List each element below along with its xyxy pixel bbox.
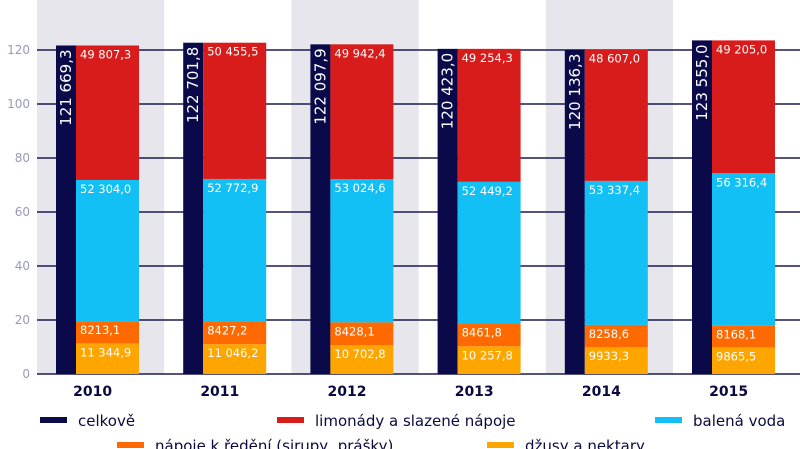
bar-segment [76,45,139,180]
segment-label: 52 449,2 [462,184,513,198]
segment-label: 8258,6 [589,327,629,341]
bar-segment [330,322,394,346]
bar-total [310,44,331,375]
x-tick-label: 2013 [455,384,494,400]
y-tick-label: 80 [15,151,30,165]
bar-segment [457,48,521,182]
legend-label: džusy a nektary [525,437,645,449]
bar-segment [584,49,648,181]
segment-label: 53 024,6 [334,181,385,195]
bar-segment [584,347,648,374]
bar-segment [76,179,139,322]
segment-label: 53 337,4 [589,183,640,197]
segment-label: 11 344,9 [80,345,131,359]
bar-total [56,45,76,374]
legend-label: nápoje k ředění (sirupy, prášky) [155,437,393,449]
segment-label: 49 205,0 [716,42,767,56]
bar-segment [584,324,648,348]
segment-label: 49 807,3 [80,47,131,61]
legend-label: celkově [78,412,135,430]
bar-segment [712,40,775,174]
total-label: 122 701,8 [184,47,202,123]
bar-segment [203,42,267,179]
bar-total [183,42,204,374]
bar-segment [203,344,267,374]
bar-segment [330,44,394,180]
y-tick-label: 20 [15,313,30,327]
y-tick-label: 120 [7,43,30,57]
y-tick-label: 40 [15,259,30,273]
segment-label: 8168,1 [716,327,756,341]
legend-label: balená voda [693,412,785,430]
total-label: 121 669,3 [57,49,75,125]
segment-label: 11 046,2 [207,346,258,360]
segment-label: 10 257,8 [462,348,513,362]
total-label: 123 555,0 [693,44,711,120]
bar-segment [712,347,775,374]
bar-segment [203,321,267,345]
bar-segment [330,345,394,374]
y-tick-label: 0 [22,367,30,381]
bar-segment [76,321,139,344]
bar-segment [457,323,521,347]
bar-segment [584,180,648,325]
legend-swatch [117,442,144,448]
segment-label: 56 316,4 [716,175,767,189]
legend-label: limonády a slazené nápoje [315,412,516,430]
segment-label: 48 607,0 [589,52,640,66]
total-label: 120 423,0 [439,53,457,129]
segment-label: 8427,2 [207,323,247,337]
bar-segment [203,178,267,322]
bar-total [564,49,585,374]
legend-swatch [277,417,304,423]
y-tick-label: 100 [7,97,30,111]
bar-segment [330,179,394,323]
bar-segment [457,346,521,374]
x-tick-label: 2010 [73,384,112,400]
y-tick-label: 60 [15,205,30,219]
legend-swatch [655,417,682,423]
legend-swatch [487,442,514,448]
segment-label: 52 772,9 [207,181,258,195]
bar-total [437,48,458,374]
segment-label: 8461,8 [462,325,502,339]
x-tick-label: 2011 [200,384,239,400]
segment-label: 8428,1 [334,324,374,338]
bar-segment [712,173,775,326]
segment-label: 9933,3 [589,349,629,363]
segment-label: 8213,1 [80,323,120,337]
legend-swatch [40,417,67,423]
segment-label: 9865,5 [716,349,756,363]
segment-label: 49 942,4 [334,46,385,60]
bar-segment [712,325,775,348]
segment-label: 10 702,8 [334,347,385,361]
bar-segment [76,343,139,374]
segment-label: 50 455,5 [207,45,258,59]
x-tick-label: 2014 [582,384,621,400]
segment-label: 52 304,0 [80,182,131,196]
total-label: 120 136,3 [566,54,584,130]
total-label: 122 097,9 [311,48,329,124]
bar-segment [457,181,521,324]
x-tick-label: 2015 [709,384,748,400]
x-tick-label: 2012 [328,384,367,400]
bar-total [692,40,712,375]
segment-label: 49 254,3 [462,51,513,65]
